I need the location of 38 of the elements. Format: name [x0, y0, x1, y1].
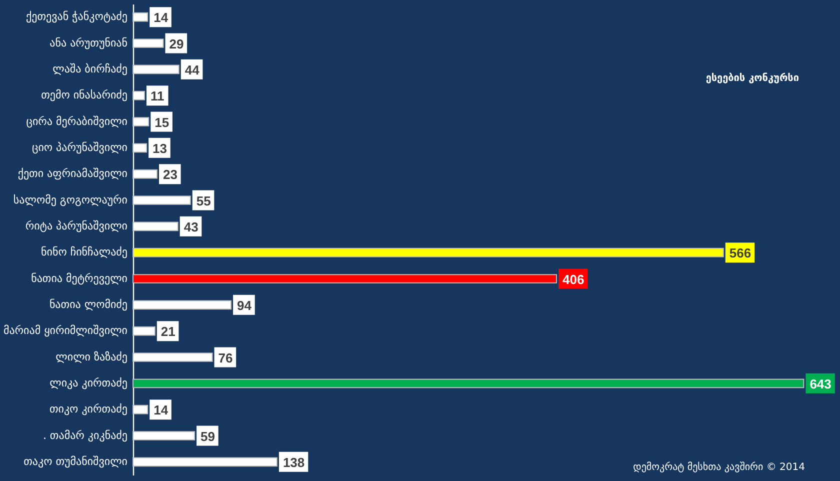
y-tick-label: თაკო თუმანიშვილი — [24, 454, 128, 468]
y-tick-label: ცირა მერაბიშვილი — [26, 114, 128, 128]
data-label: 23 — [162, 167, 178, 182]
data-label: 14 — [154, 402, 169, 418]
data-label: 94 — [237, 298, 252, 313]
data-label: 15 — [154, 114, 170, 130]
y-tick-label: სალომე გოგოლაური — [13, 193, 128, 206]
annotation: დემოკრატ მესხთა კავშირი © 2014 — [633, 461, 805, 473]
y-tick-label: ანა არუთუნიან — [50, 36, 128, 50]
data-label: 13 — [152, 140, 168, 156]
y-tick-label: ნათია მეტრეველი — [31, 272, 128, 285]
y-tick-label: ნათია ლომიძე — [49, 298, 128, 311]
data-label: 11 — [150, 88, 164, 104]
y-tick-label: . თამარ კიკნაძე — [42, 428, 128, 442]
data-label: 643 — [810, 376, 832, 392]
y-tick-label: ქეთევან ჭანკოტაძე — [26, 10, 128, 24]
data-label: 14 — [154, 10, 169, 26]
y-tick-label: ნინო ჩინჩალაძე — [41, 246, 128, 259]
data-label: 566 — [729, 246, 752, 261]
data-label: 44 — [184, 62, 200, 78]
y-tick-label: ლილი ზაზაძე — [56, 350, 128, 364]
data-label: 406 — [562, 272, 584, 287]
data-label: 29 — [169, 36, 184, 52]
data-label: 76 — [218, 350, 233, 366]
data-label: 55 — [196, 193, 211, 208]
y-tick-label: ქეთი აფრიამაშვილი — [18, 167, 128, 180]
data-label: 43 — [184, 219, 198, 234]
y-tick-label: მარიამ ყირიმლიშვილი — [3, 324, 128, 338]
y-tick-label: თემო ინასარიძე — [41, 88, 128, 102]
y-tick-label: რიტა პარუნაშვილი — [25, 219, 128, 232]
data-label: 59 — [200, 428, 216, 444]
y-tick-label: ციო პარუნაშვილი — [32, 140, 128, 154]
data-label: 138 — [282, 454, 305, 470]
annotation: ესეების კონკურსი — [706, 72, 800, 84]
y-tick-label: ლიკა კირთაძე — [50, 376, 128, 390]
y-tick-label: თიკო კირთაძე — [49, 402, 128, 416]
data-label: 21 — [160, 324, 176, 340]
y-tick-label: ლაშა ბირჩაძე — [52, 62, 128, 76]
